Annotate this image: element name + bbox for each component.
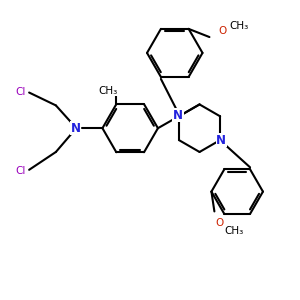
Text: N: N [173,109,183,122]
Text: Cl: Cl [15,166,26,176]
Text: N: N [71,122,81,135]
Text: CH₃: CH₃ [225,226,244,236]
Text: CH₃: CH₃ [99,85,118,96]
Text: CH₃: CH₃ [230,21,249,31]
Text: N: N [216,134,226,147]
Text: O: O [218,26,226,36]
Text: Cl: Cl [15,86,26,97]
Text: O: O [215,218,224,228]
